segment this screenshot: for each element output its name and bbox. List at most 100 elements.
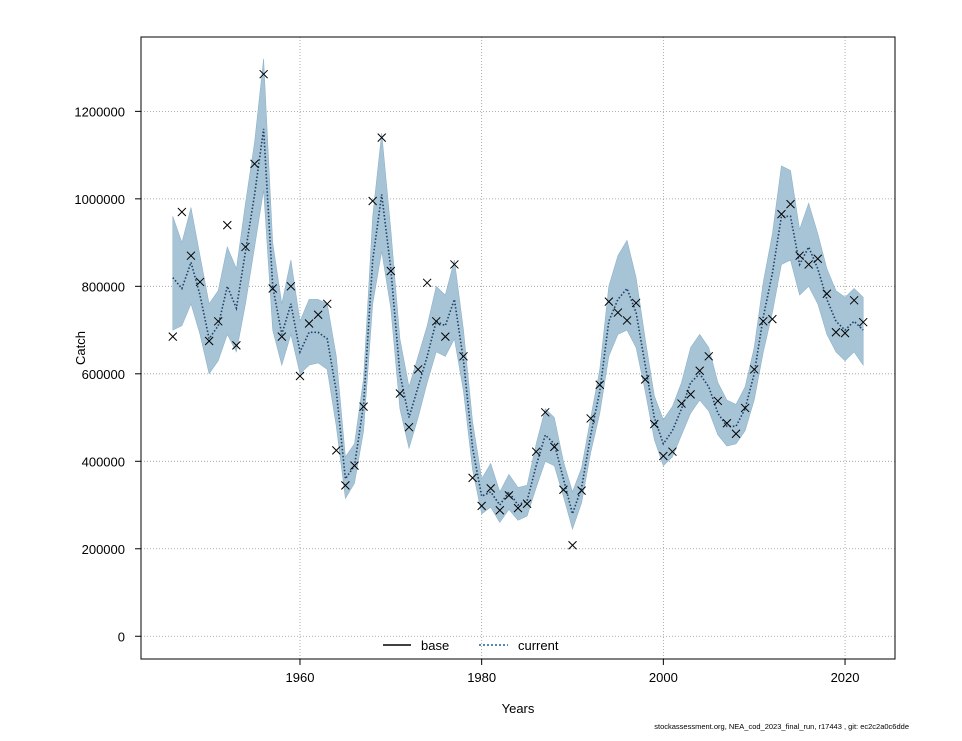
observed-mark-stroke [595,380,605,390]
observed-point-1967 [359,402,368,411]
estimate-line-layer [172,128,864,517]
observed-point-1957 [268,284,278,293]
observed-mark-stroke [758,316,768,326]
observed-mark-stroke [740,403,750,413]
observed-point-2009 [740,403,750,413]
y-tick-label-200000: 200000 [82,542,125,557]
observed-marker-layer [168,69,868,550]
legend: base current [383,638,559,653]
observed-mark-stroke [359,402,368,411]
observed-mark-stroke [313,310,323,320]
observed-point-2004 [695,366,705,376]
observed-point-1976 [440,332,450,341]
observed-point-1970 [386,266,396,276]
observed-point-2008 [731,429,741,439]
observed-point-1986 [531,447,541,457]
observed-mark-stroke [322,299,332,309]
observed-mark-stroke [604,297,614,306]
observed-mark-stroke [686,390,695,399]
observed-point-2021 [849,295,859,305]
series-current-line [172,128,864,517]
observed-mark-stroke [204,336,214,346]
y-axis: 0 200000 400000 600000 800000 1000000 1200000 [74,104,141,644]
observed-mark-stroke [840,328,850,338]
observed-mark-stroke [722,418,732,428]
observed-point-2000 [658,451,668,461]
observed-mark-stroke [631,298,641,308]
observed-point-2019 [831,327,841,337]
observed-mark-stroke [304,319,314,328]
observed-mark-stroke [813,254,823,264]
legend-current-label: current [518,638,559,653]
observed-point-1977 [450,260,459,269]
observed-mark-stroke [277,332,287,341]
observed-mark-stroke [250,159,259,169]
observed-mark-stroke [713,396,723,406]
observed-point-1963 [322,299,332,309]
observed-point-1983 [504,491,514,500]
observed-mark-stroke [368,196,378,206]
confidence-band [172,58,864,531]
observed-point-1998 [640,375,650,384]
observed-mark-stroke [422,278,432,288]
x-tick-label-1960: 1960 [286,670,315,685]
footer-credit: stockassessment.org, NEA_cod_2023_final_… [654,722,909,731]
observed-point-1961 [304,319,314,328]
observed-mark-stroke [804,260,814,269]
observed-point-1973 [413,365,423,374]
x-axis: 1960 1980 2000 2020 [286,659,860,685]
observed-point-1989 [559,485,568,495]
observed-mark-stroke [577,486,586,495]
observed-point-1951 [213,316,223,326]
observed-mark-stroke [186,251,196,261]
observed-mark-stroke [649,419,659,429]
x-tick-label-2000: 2000 [649,670,678,685]
observed-mark-stroke [768,314,777,324]
observed-point-2016 [804,260,814,269]
observed-point-2013 [777,209,786,219]
observed-mark-stroke [504,491,514,500]
observed-point-1965 [341,480,350,490]
observed-mark-stroke [350,461,359,471]
observed-point-1952 [222,220,232,230]
observed-point-1956 [259,69,268,79]
observed-mark-stroke [695,366,705,376]
observed-point-2022 [858,317,868,327]
observed-point-1968 [368,196,378,206]
observed-point-1997 [631,298,641,308]
observed-point-1960 [295,371,305,381]
observed-mark-stroke [677,399,686,408]
observed-mark-stroke [540,407,550,417]
plot-frame [140,36,896,660]
observed-mark-stroke [522,499,532,509]
confidence-band-layer [172,58,864,531]
observed-point-1991 [577,486,586,495]
observed-point-2006 [713,396,723,406]
observed-mark-stroke [640,375,650,384]
observed-mark-stroke [704,351,714,361]
y-tick-label-1200000: 1200000 [74,104,125,119]
observed-point-1959 [286,281,296,291]
observed-mark-stroke [831,327,841,337]
observed-point-2012 [768,314,777,324]
observed-point-1962 [313,310,323,320]
x-tick-label-2020: 2020 [831,670,860,685]
y-tick-label-1000000: 1000000 [74,192,125,207]
observed-mark-stroke [795,251,804,261]
observed-mark-stroke [222,220,232,230]
observed-point-1972 [404,422,414,432]
y-axis-title: Catch [73,331,88,365]
observed-mark-stroke [668,447,677,457]
observed-mark-stroke [468,473,477,483]
observed-point-1993 [595,380,605,390]
observed-mark-stroke [658,451,668,461]
y-tick-label-0: 0 [118,629,125,644]
observed-mark-stroke [395,389,405,398]
observed-mark-stroke [858,317,868,327]
observed-mark-stroke [849,295,859,305]
observed-point-1981 [486,484,496,493]
observed-point-1953 [232,341,241,350]
observed-point-1982 [495,505,505,515]
observed-point-1987 [540,407,550,417]
